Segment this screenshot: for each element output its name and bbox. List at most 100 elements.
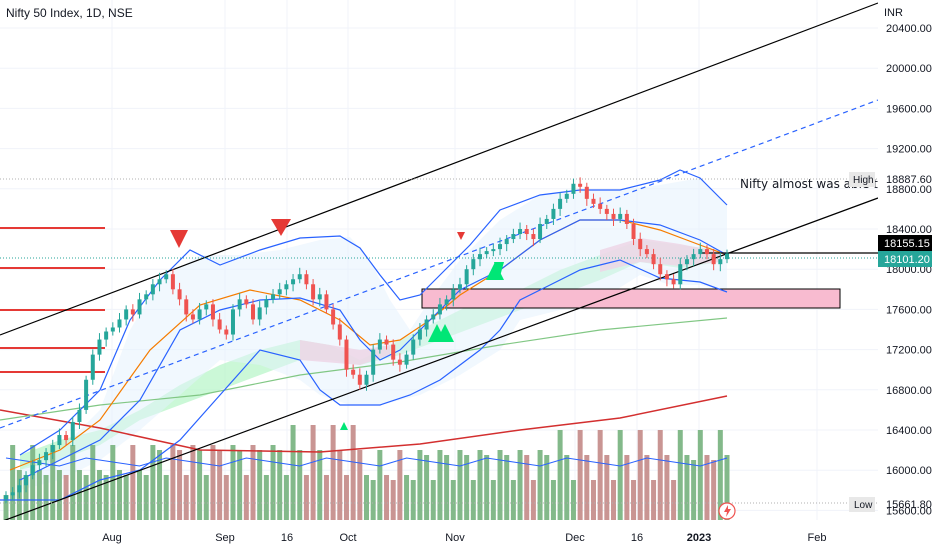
candle-body bbox=[64, 435, 69, 441]
candle-body bbox=[564, 193, 569, 199]
svg-text:18155.15: 18155.15 bbox=[884, 238, 930, 250]
y-tick-label: 18400.00 bbox=[886, 224, 932, 236]
volume-bar bbox=[310, 425, 316, 520]
candle-body bbox=[618, 213, 623, 219]
volume-bar bbox=[163, 475, 169, 520]
candle-body bbox=[598, 203, 603, 209]
volume-ma-line bbox=[5, 457, 728, 467]
prev-price-tag: 18101.20 bbox=[878, 251, 932, 267]
volume-bar bbox=[330, 425, 336, 520]
svg-text:18101.20: 18101.20 bbox=[884, 254, 930, 266]
bollinger-lower bbox=[0, 259, 728, 501]
candle-body bbox=[70, 421, 75, 441]
volume-bar bbox=[190, 445, 196, 520]
price-scale[interactable]: 20400.00 20000.00 19600.00 19200.00 18800.00… bbox=[886, 23, 932, 517]
sma-100-line bbox=[0, 317, 728, 421]
volume-bar bbox=[510, 480, 516, 520]
candle-body bbox=[444, 299, 449, 305]
volume-bar bbox=[343, 475, 349, 520]
candle-body bbox=[417, 329, 422, 340]
candle-body bbox=[411, 339, 416, 355]
candle-body bbox=[190, 314, 195, 320]
lightning-icon[interactable] bbox=[718, 502, 736, 520]
volume-bar bbox=[123, 475, 129, 520]
candle-body bbox=[357, 374, 362, 385]
candle-body bbox=[658, 264, 663, 275]
volume-bar bbox=[597, 430, 603, 520]
candle-body bbox=[224, 329, 229, 335]
volume-bar bbox=[76, 470, 82, 520]
x-tick-label: 16 bbox=[631, 532, 643, 544]
svg-text:Low: Low bbox=[854, 500, 873, 511]
volume-bar bbox=[170, 445, 176, 520]
volume-bar bbox=[404, 475, 410, 520]
volume-bar bbox=[110, 445, 116, 520]
volume-bar bbox=[390, 480, 396, 520]
volume-bar bbox=[217, 450, 223, 520]
volume-bar bbox=[484, 455, 490, 520]
volume-bar bbox=[704, 455, 710, 520]
candle-body bbox=[324, 294, 329, 310]
volume-bar bbox=[677, 430, 683, 520]
candle-body bbox=[711, 254, 716, 265]
candle-body bbox=[304, 274, 309, 285]
volume-bar bbox=[337, 450, 343, 520]
volume-bar bbox=[364, 475, 369, 520]
volume-bar bbox=[3, 495, 9, 520]
volume-bar bbox=[611, 480, 617, 520]
candle-body bbox=[638, 239, 643, 250]
candle-body bbox=[237, 299, 242, 310]
sma-200-line bbox=[0, 395, 728, 453]
candle-body bbox=[471, 259, 476, 270]
candle-body bbox=[271, 294, 276, 300]
volume-bar bbox=[137, 470, 143, 520]
channel-middle bbox=[0, 99, 879, 429]
volume-bar bbox=[270, 445, 276, 520]
volume-bar bbox=[257, 450, 263, 520]
y-tick-label: 18800.00 bbox=[886, 184, 932, 196]
candle-body bbox=[684, 259, 689, 265]
candle-body bbox=[457, 284, 462, 290]
time-scale[interactable]: Aug Sep 16 Oct Nov Dec 16 2023 Feb bbox=[102, 532, 826, 544]
volume-bar bbox=[637, 430, 643, 520]
volume-bar bbox=[417, 450, 423, 520]
candle-body bbox=[484, 251, 489, 255]
candle-body bbox=[84, 379, 89, 410]
volume-bar bbox=[177, 450, 183, 520]
svg-text:High: High bbox=[853, 175, 874, 186]
volume-bar bbox=[437, 450, 443, 520]
candle-body bbox=[331, 309, 336, 325]
y-tick-label: 20400.00 bbox=[886, 23, 932, 35]
candle-body bbox=[678, 264, 683, 285]
candle-body bbox=[97, 339, 102, 355]
candle-body bbox=[725, 253, 729, 260]
x-tick-label: Feb bbox=[808, 532, 827, 544]
volume-bar bbox=[384, 475, 390, 520]
candle-body bbox=[437, 304, 442, 315]
volume-bar bbox=[430, 480, 436, 520]
sell-signal-marker bbox=[271, 219, 291, 236]
volume-bar bbox=[377, 450, 383, 520]
volume-bar bbox=[203, 475, 209, 520]
candle-body bbox=[651, 254, 656, 265]
candle-body bbox=[691, 254, 696, 260]
candle-body bbox=[451, 289, 456, 300]
volume-bar bbox=[424, 455, 430, 520]
candle-body bbox=[624, 213, 629, 224]
candle-body bbox=[90, 354, 95, 380]
volume-bar bbox=[477, 450, 483, 520]
candle-body bbox=[397, 359, 402, 365]
bollinger-middle bbox=[19, 219, 728, 481]
svg-text:15661.80: 15661.80 bbox=[886, 499, 932, 511]
x-tick-label: Dec bbox=[565, 532, 585, 544]
volume-bar bbox=[357, 450, 363, 520]
volume-bar bbox=[223, 475, 229, 520]
volume-bar bbox=[524, 455, 530, 520]
x-tick-label: Nov bbox=[445, 532, 465, 544]
volume-bar bbox=[450, 480, 456, 520]
candle-body bbox=[257, 307, 262, 320]
demand-zone[interactable] bbox=[421, 288, 841, 309]
chart-title: Nifty 50 Index, 1D, NSE bbox=[6, 6, 133, 20]
candle-body bbox=[364, 374, 369, 385]
